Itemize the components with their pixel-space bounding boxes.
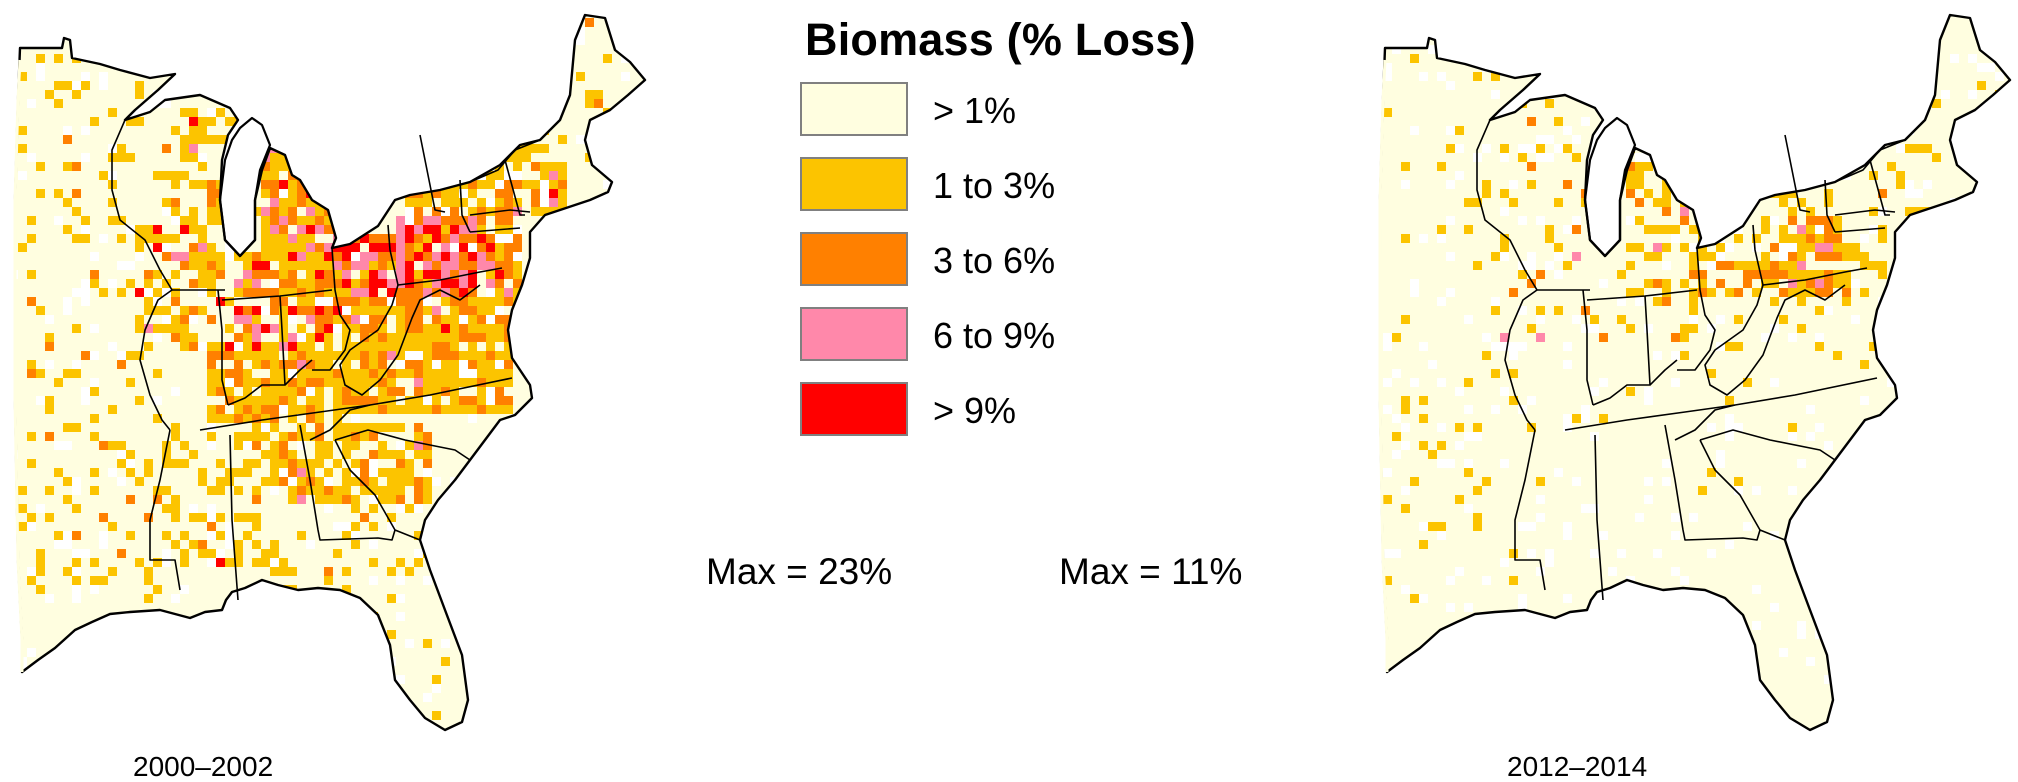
state-border <box>334 429 471 461</box>
map-2000-2002 <box>0 0 700 760</box>
state-border <box>227 359 313 406</box>
state-border <box>1824 179 1836 233</box>
state-border <box>1699 439 1786 541</box>
state-border <box>1594 434 1604 601</box>
state-border <box>279 295 286 386</box>
state-border <box>312 247 351 371</box>
choropleth-map-left <box>13 13 647 732</box>
state-border <box>1664 424 1761 541</box>
state-border <box>299 424 396 541</box>
state-border <box>1674 404 1736 441</box>
state-border <box>1514 429 1546 591</box>
legend-swatch <box>800 82 908 136</box>
choropleth-map-right <box>1378 13 2012 732</box>
coastline-outline <box>13 13 647 732</box>
legend-label: 3 to 6% <box>933 240 1056 281</box>
legend-item-gt9: > 9% <box>800 382 1200 438</box>
max-value-right: Max = 11% <box>1059 551 1243 592</box>
state-border <box>1834 227 1886 233</box>
state-border <box>334 439 421 541</box>
state-border <box>1869 159 1890 216</box>
state-border <box>504 159 525 216</box>
legend-label: 1 to 3% <box>933 165 1056 206</box>
period-label-left: 2000–2002 <box>133 751 274 782</box>
legend-swatch <box>800 232 908 286</box>
biomass-grid-cells <box>15 15 645 730</box>
max-value-left: Max = 23% <box>706 551 893 592</box>
state-border <box>1704 284 1846 396</box>
state-border <box>1582 289 1594 406</box>
legend-title: Biomass (% Loss) <box>805 14 1196 65</box>
state-border <box>459 179 471 233</box>
biomass-grid-cells <box>1380 15 2010 730</box>
legend-swatch <box>800 157 908 211</box>
state-border <box>1592 359 1678 406</box>
state-border <box>1834 209 1896 216</box>
state-border <box>1476 119 1538 291</box>
state-border <box>1564 377 1878 431</box>
map-2012-2014 <box>1365 0 2018 760</box>
legend-label: 6 to 9% <box>933 315 1056 356</box>
state-border <box>229 434 239 601</box>
state-border <box>139 289 173 431</box>
state-border <box>149 429 181 591</box>
legend-label: > 9% <box>933 390 1017 431</box>
state-border <box>469 209 531 216</box>
period-label-right: 2012–2014 <box>1507 751 1648 782</box>
state-border <box>1699 429 1836 461</box>
state-border <box>1504 289 1538 431</box>
state-border <box>1677 247 1716 371</box>
state-border <box>339 284 481 396</box>
legend-item-3-6: 3 to 6% <box>800 232 1200 288</box>
legend-item-lt1: > 1% <box>800 82 1200 138</box>
state-border <box>1784 134 1811 213</box>
state-border <box>1752 224 1868 286</box>
state-border <box>419 134 446 213</box>
legend-swatch <box>800 382 908 436</box>
legend-label: > 1% <box>933 90 1017 131</box>
state-border <box>387 224 503 286</box>
state-border <box>469 227 521 233</box>
legend-item-1-3: 1 to 3% <box>800 157 1200 213</box>
coastline-outline <box>1378 13 2012 732</box>
legend-swatch <box>800 307 908 361</box>
state-border <box>199 377 513 431</box>
state-border <box>309 404 371 441</box>
state-border <box>217 289 229 406</box>
state-border <box>111 119 173 291</box>
state-border <box>1644 295 1651 386</box>
legend-item-6-9: 6 to 9% <box>800 307 1200 363</box>
